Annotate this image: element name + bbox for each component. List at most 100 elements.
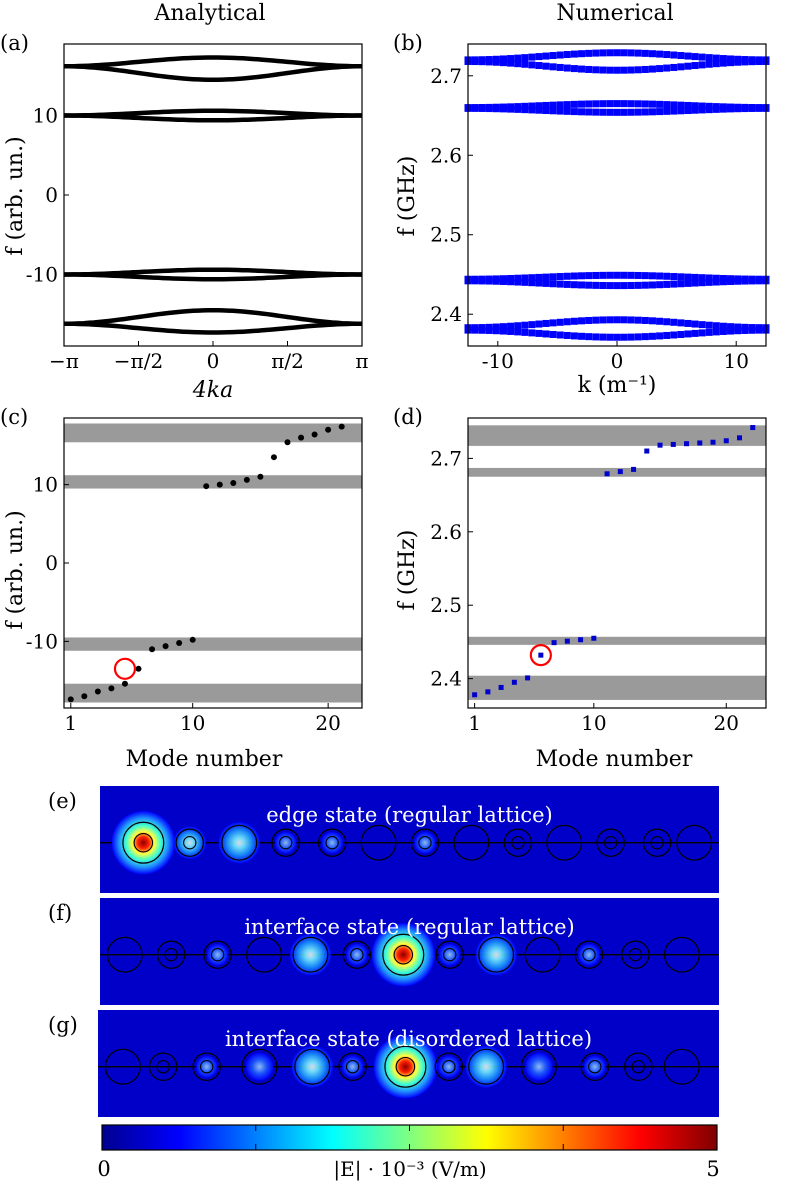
mode-point-c — [311, 431, 318, 438]
band-marker-b — [492, 327, 500, 335]
band-marker-b — [521, 54, 529, 62]
band-marker-b — [684, 101, 692, 109]
band-marker-b — [684, 279, 692, 287]
resonator-outer — [524, 936, 561, 973]
mode-point-d — [538, 652, 544, 658]
band-marker-b — [684, 62, 692, 70]
band-marker-b — [492, 105, 500, 113]
gap-band-d — [468, 425, 766, 446]
band-marker-b — [620, 282, 628, 290]
band-marker-b — [641, 108, 649, 116]
colorbar — [101, 1124, 718, 1151]
band-marker-b — [485, 277, 493, 285]
band-marker-b — [499, 277, 507, 285]
band-marker-b — [528, 61, 536, 69]
band-marker-b — [734, 58, 742, 66]
band-marker-b — [570, 332, 578, 340]
band-marker-b — [542, 101, 550, 109]
band-marker-b — [478, 104, 486, 112]
band-marker-b — [521, 60, 529, 68]
field-map-e: edge state (regular lattice) — [100, 786, 719, 893]
band-marker-b — [627, 108, 635, 116]
band-marker-b — [641, 281, 649, 289]
band-marker-b — [627, 49, 635, 57]
panel-c: 1 10 20 -10 0 10 — [26, 417, 363, 735]
band-marker-b — [748, 104, 756, 112]
band-marker-b — [727, 55, 735, 63]
ytick-label-b: 2.4 — [430, 302, 462, 326]
mode-point-d — [684, 441, 690, 447]
band-marker-b — [549, 107, 557, 115]
band-marker-b — [471, 277, 479, 285]
band-marker-b — [677, 63, 685, 71]
band-marker-b — [514, 274, 522, 282]
band-marker-b — [528, 329, 536, 337]
band-marker-b — [656, 281, 664, 289]
band-marker-b — [563, 51, 571, 59]
panel-label-f: (f) — [48, 901, 72, 925]
band-marker-b — [606, 282, 614, 290]
xtick-label-b: -10 — [482, 349, 514, 373]
resonator-outer — [624, 1052, 653, 1081]
band-marker-b — [712, 60, 720, 68]
band-marker-b — [691, 320, 699, 328]
field-map-title-e: edge state (regular lattice) — [266, 803, 552, 827]
band-marker-b — [663, 64, 671, 72]
resonator-outer — [642, 828, 672, 857]
band-marker-b — [627, 316, 635, 324]
xtick-label-d: 1 — [468, 711, 481, 735]
band-marker-b — [656, 108, 664, 116]
band-marker-b — [478, 58, 486, 66]
band-marker-b — [585, 108, 593, 116]
colorbar-min-label: 0 — [97, 1157, 110, 1181]
resonator-inner — [395, 1056, 416, 1077]
band-marker-b — [570, 100, 578, 108]
band-marker-b — [606, 66, 614, 74]
resonator-outer — [663, 936, 700, 973]
mode-point-d — [644, 448, 650, 454]
band-marker-b — [549, 273, 557, 281]
band-marker-b — [606, 316, 614, 324]
resonator-outer — [384, 1045, 427, 1088]
band-marker-b — [578, 272, 586, 280]
band-marker-b — [641, 100, 649, 108]
band-marker-b — [570, 50, 578, 58]
band-marker-b — [634, 271, 642, 279]
band-marker-b — [734, 105, 742, 113]
band-marker-b — [698, 102, 706, 110]
ytick-label-c: -10 — [26, 629, 58, 653]
field-glow — [341, 1055, 364, 1078]
band-marker-b — [634, 100, 642, 108]
mode-point-d — [578, 637, 584, 643]
band-marker-b — [677, 280, 685, 288]
mode-point-d — [485, 689, 491, 695]
xlabel-b: k (m⁻¹) — [578, 373, 657, 398]
frame-c — [63, 417, 363, 709]
band-marker-b — [727, 59, 735, 67]
resonator-outer — [221, 824, 258, 861]
mode-point-d — [472, 692, 478, 698]
band-marker-b — [663, 280, 671, 288]
band-marker-b — [705, 278, 713, 286]
ytick-label-b: 2.6 — [430, 143, 462, 167]
band-marker-b — [648, 272, 656, 280]
field-hotspot — [371, 923, 435, 987]
band-marker-b — [578, 108, 586, 116]
band-marker-b — [521, 278, 529, 286]
band-marker-b — [663, 272, 671, 280]
mode-point-d — [723, 438, 729, 444]
band-marker-b — [535, 53, 543, 61]
band-marker-b — [542, 330, 550, 338]
field-map-g: interface state (disordered lattice) — [98, 1010, 719, 1117]
resonator-inner — [210, 948, 225, 962]
band-marker-b — [705, 274, 713, 282]
resonator-inner — [418, 836, 432, 850]
band-marker-b — [627, 333, 635, 341]
mode-point-c — [162, 643, 169, 650]
band-marker-b — [585, 272, 593, 280]
band-marker-b — [599, 108, 607, 116]
ytick-label-c: 0 — [45, 551, 58, 575]
band-marker-b — [570, 272, 578, 280]
resonator-inner — [164, 948, 178, 962]
xtick-label-a: 0 — [207, 349, 220, 373]
